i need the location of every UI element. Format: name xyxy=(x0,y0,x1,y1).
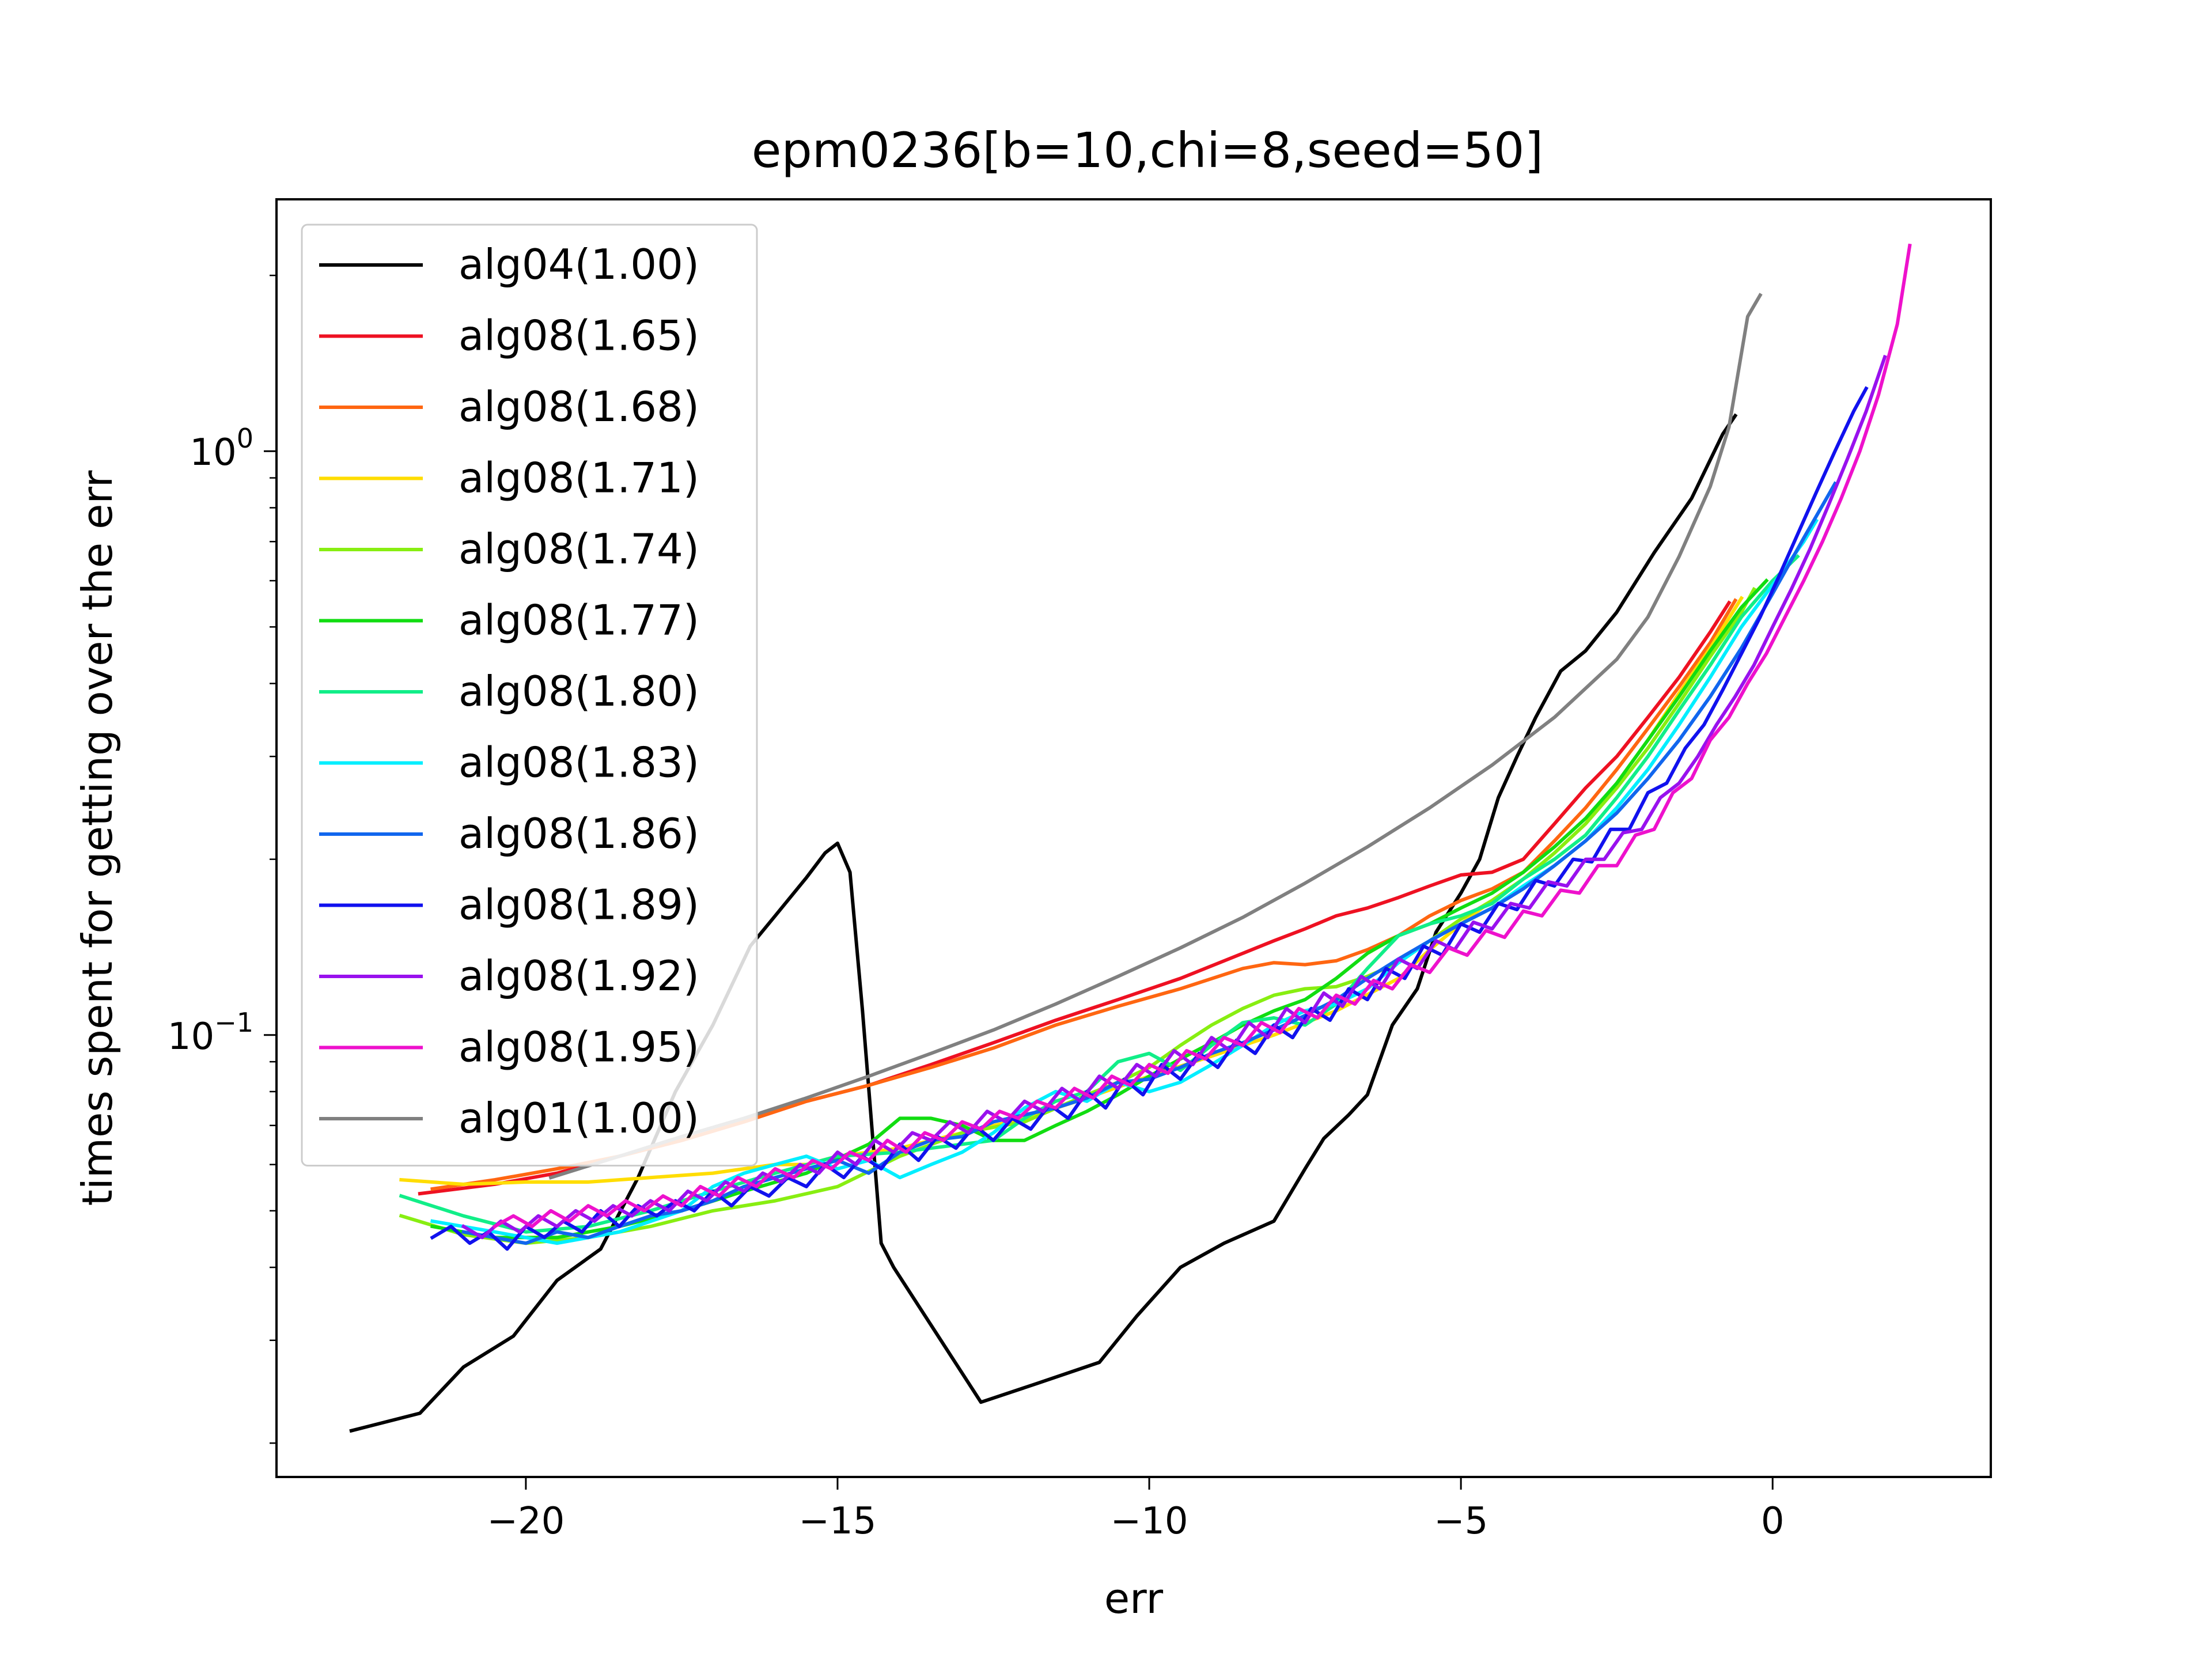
y-tick-label: 10−1 xyxy=(168,1007,253,1058)
legend-label: alg08(1.92) xyxy=(459,952,699,1000)
legend-label: alg08(1.68) xyxy=(459,382,699,431)
x-tick-label: −5 xyxy=(1434,1500,1488,1543)
series-line-alg08(1.92) xyxy=(461,354,1887,1240)
legend-label: alg08(1.95) xyxy=(459,1023,699,1071)
x-axis-label: err xyxy=(1104,1574,1164,1623)
legend-label: alg08(1.86) xyxy=(459,809,699,858)
legend-label: alg08(1.65) xyxy=(459,312,699,360)
x-tick-label: 0 xyxy=(1761,1500,1785,1543)
legend-label: alg08(1.80) xyxy=(459,667,699,715)
plot-frame xyxy=(275,198,1992,1478)
legend: alg04(1.00) alg08(1.65) alg08(1.68) alg08(1… xyxy=(301,224,758,1166)
x-tick-label: −10 xyxy=(1111,1500,1188,1543)
series-line-alg08(1.83) xyxy=(430,518,1819,1245)
legend-label: alg08(1.71) xyxy=(459,454,699,502)
series-line-alg08(1.80) xyxy=(399,554,1800,1234)
x-axis: −20 −15 −10 −5 0 xyxy=(487,1477,1785,1543)
legend-label: alg08(1.77) xyxy=(459,596,699,645)
chart-title: epm0236[b=10,chi=8,seed=50] xyxy=(752,122,1543,179)
series-line-alg08(1.89) xyxy=(430,386,1869,1251)
series-line-alg08(1.77) xyxy=(430,578,1769,1240)
legend-label: alg08(1.83) xyxy=(459,738,699,787)
x-tick-label: −20 xyxy=(487,1500,565,1543)
series-line-alg08(1.95) xyxy=(492,243,1912,1229)
legend-label: alg08(1.89) xyxy=(459,881,699,929)
legend-frame xyxy=(301,224,758,1166)
series-line-alg08(1.74) xyxy=(399,586,1756,1245)
legend-label: alg08(1.74) xyxy=(459,525,699,573)
y-axis: 100 10−1 xyxy=(168,274,276,1444)
y-tick-label: 100 xyxy=(190,423,253,474)
series-line-alg01(1.00) xyxy=(548,293,1763,1180)
legend-label: alg04(1.00) xyxy=(459,240,699,289)
y-axis-label: times spent for getting over the err xyxy=(73,470,122,1206)
legend-label: alg01(1.00) xyxy=(459,1094,699,1142)
x-tick-label: −15 xyxy=(798,1500,876,1543)
